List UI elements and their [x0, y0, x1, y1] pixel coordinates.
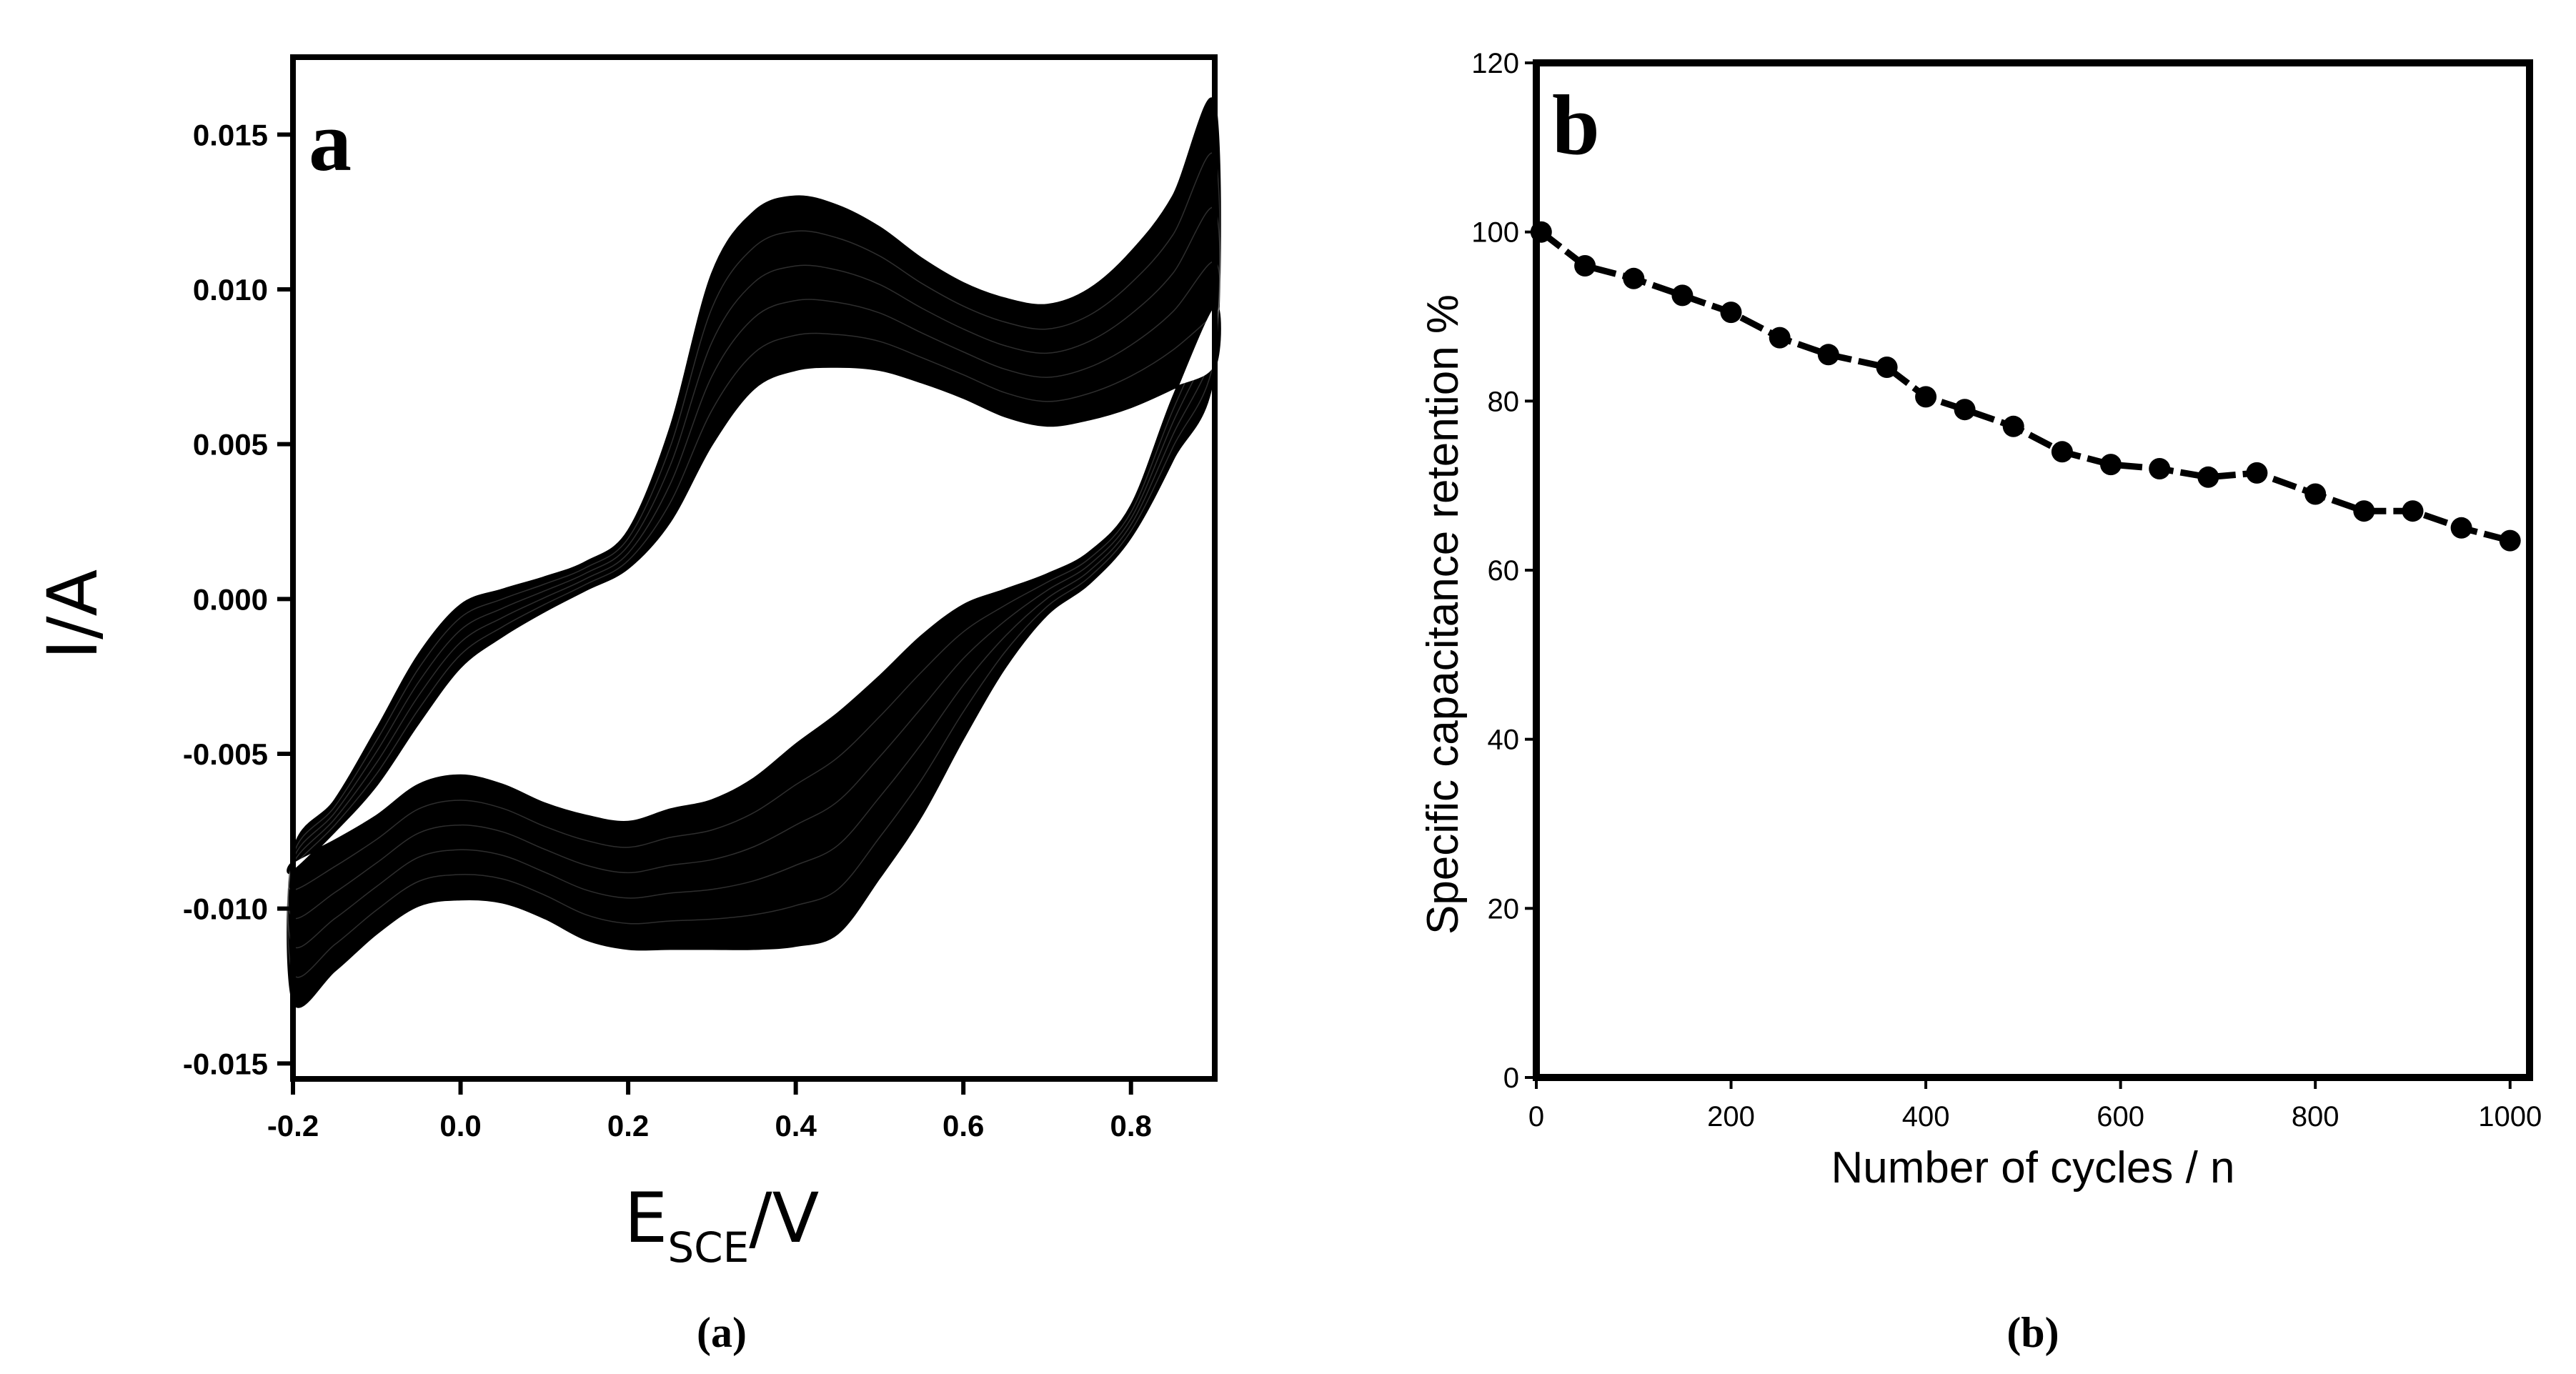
retention-point — [1530, 221, 1552, 243]
x-tick-label-a: 0.6 — [943, 1109, 984, 1142]
panel-a: -0.2 0.0 0.2 0.4 0.6 0.8 -0.015 -0.010 -0.005 0.0… — [33, 54, 1221, 1356]
retention-point — [2450, 517, 2472, 539]
y-tick-label-a: 0.015 — [193, 118, 268, 151]
retention-point — [2402, 500, 2424, 522]
y-tick-label-a: -0.010 — [183, 892, 268, 926]
retention-point — [1623, 267, 1645, 289]
y-tick-label-b: 0 — [1503, 1062, 1519, 1094]
x-axis-label-a: ESCE/V — [625, 1178, 820, 1272]
y-tick-label-a: 0.005 — [193, 428, 268, 462]
x-tick-label-a: 0.0 — [439, 1109, 481, 1142]
retention-point — [2499, 529, 2521, 552]
y-tick-label-a: -0.005 — [183, 737, 268, 771]
cv-cycle-trace — [287, 261, 1221, 920]
panel-b: 0 200 400 600 800 1000 0 20 40 60 80 100 120 b Speci… — [1418, 48, 2542, 1356]
retention-point — [1954, 399, 1976, 421]
y-tick-label-b: 40 — [1488, 725, 1520, 756]
panel-b-axes: 0 200 400 600 800 1000 0 20 40 60 80 100 120 — [1471, 48, 2542, 1132]
cv-cycles-band — [287, 97, 1221, 1008]
y-axis-label-a: I/A — [33, 569, 113, 659]
x-tick-label-b: 0 — [1528, 1101, 1544, 1132]
x-tick-label-a: -0.2 — [267, 1109, 319, 1142]
retention-line — [1539, 229, 2511, 544]
x-axis-label-b: Number of cycles / n — [1831, 1143, 2234, 1193]
x-axis-label-a-main: E — [625, 1178, 668, 1258]
retention-series — [1530, 221, 2521, 552]
x-tick-label-a: 0.8 — [1110, 1109, 1152, 1142]
y-axis-label-b: Specific capacitance retention % — [1418, 294, 1468, 935]
y-tick-label-a: 0.010 — [193, 273, 268, 307]
x-tick-label-b: 600 — [2097, 1101, 2144, 1132]
caption-b: (b) — [2006, 1309, 2059, 1356]
x-tick-label-b: 400 — [1902, 1101, 1950, 1132]
y-tick-label-b: 80 — [1488, 386, 1520, 417]
y-tick-label-b: 120 — [1471, 48, 1519, 79]
retention-point — [2002, 415, 2024, 437]
panel-b-label: b — [1552, 77, 1600, 172]
x-axis-label-a-unit: /V — [749, 1178, 819, 1258]
caption-a: (a) — [697, 1309, 747, 1356]
retention-point — [2304, 483, 2327, 505]
x-tick-label-a: 0.2 — [607, 1109, 649, 1142]
retention-point — [1876, 357, 1898, 378]
y-tick-label-b: 100 — [1471, 217, 1519, 249]
panel-a-axes: -0.2 0.0 0.2 0.4 0.6 0.8 -0.015 -0.010 -0.005 0.0… — [183, 118, 1152, 1142]
x-tick-label-b: 1000 — [2478, 1101, 2542, 1132]
y-tick-label-a: 0.000 — [193, 582, 268, 616]
cv-curves — [287, 97, 1221, 1008]
retention-point — [2197, 466, 2219, 488]
retention-point — [2100, 454, 2122, 476]
panel-b-frame — [1533, 59, 2533, 1081]
cv-cycle-trace — [287, 152, 1221, 978]
x-tick-label-b: 800 — [2292, 1101, 2339, 1132]
x-axis-label-a-subscript: SCE — [667, 1223, 749, 1272]
x-tick-label-a: 0.4 — [775, 1109, 817, 1142]
retention-point — [2051, 441, 2073, 463]
panel-a-label: a — [309, 94, 352, 189]
y-tick-label-b: 60 — [1488, 555, 1520, 587]
panel-a-frame — [290, 54, 1218, 1082]
retention-point — [1574, 255, 1596, 277]
retention-point — [1817, 344, 1839, 366]
retention-point — [1671, 284, 1694, 307]
y-tick-label-b: 20 — [1488, 893, 1520, 925]
retention-point — [1915, 386, 1937, 408]
cv-cycle-trace — [287, 206, 1221, 949]
y-tick-label-a: -0.015 — [183, 1047, 268, 1080]
retention-point — [2246, 462, 2268, 484]
retention-point — [2149, 458, 2171, 479]
retention-point — [2353, 500, 2375, 522]
retention-point — [1720, 302, 1742, 324]
x-tick-label-b: 200 — [1707, 1101, 1755, 1132]
retention-point — [1769, 327, 1791, 349]
